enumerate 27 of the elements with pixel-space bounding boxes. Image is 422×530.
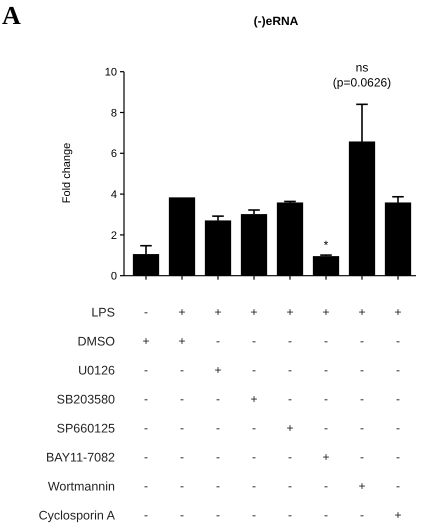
y-tick-label: 4	[110, 188, 117, 201]
category-label: + - + - - - - -	[214, 305, 222, 522]
y-tick-label: 0	[110, 270, 117, 283]
category-label: + - - - - + - -	[322, 305, 330, 522]
category-label: + - - - - - + -	[358, 305, 366, 522]
text: LPS	[91, 305, 115, 320]
y-axis-title: Fold change	[61, 142, 73, 204]
category-label: + - - - - - - +	[394, 305, 402, 522]
annotation: *	[324, 238, 329, 252]
text: DMSO	[78, 334, 116, 348]
category-label: + + - - - - - -	[178, 305, 186, 522]
text: Wortmannin	[48, 479, 116, 494]
category-label: - + - - - - - -	[142, 305, 150, 522]
text: Cyclosporin A	[38, 508, 116, 522]
category-label: + - - + - - - -	[250, 305, 258, 522]
text: A	[2, 1, 21, 30]
text: BAY11-7082	[46, 450, 116, 464]
text: SP660125	[56, 421, 116, 436]
text: SB203580	[56, 392, 116, 406]
y-tick-label: 6	[110, 148, 117, 160]
y-tick-label: 2	[110, 230, 117, 242]
category-label: + - - - + - - -	[286, 305, 294, 522]
chart-title: (-)eRNA	[254, 14, 299, 28]
y-tick-label: 10	[104, 66, 117, 79]
annotation: ns (p=0.0626)	[332, 60, 392, 90]
text: U0126	[78, 363, 116, 378]
y-tick-label: 8	[110, 107, 117, 120]
